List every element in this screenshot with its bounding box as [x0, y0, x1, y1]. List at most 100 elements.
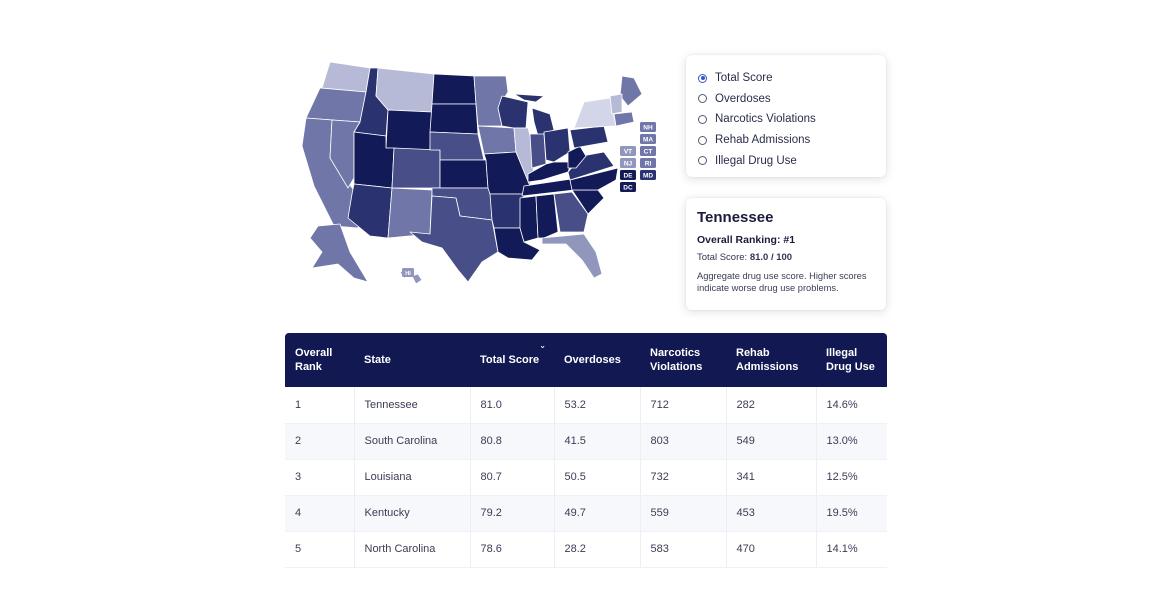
cell-rank: 4 — [285, 495, 355, 532]
state-tx[interactable] — [409, 195, 499, 283]
state-nm[interactable] — [387, 187, 433, 239]
option-label: Illegal Drug Use — [715, 154, 797, 167]
svg-text:DE: DE — [623, 173, 633, 180]
state-or[interactable] — [305, 87, 367, 123]
cell-overdoses: 50.5 — [554, 459, 641, 496]
state-ms[interactable] — [519, 195, 539, 243]
cell-rehab-admissions: 282 — [726, 387, 817, 424]
header-overdoses[interactable]: Overdoses — [564, 353, 621, 366]
state-ar[interactable] — [489, 193, 525, 229]
table-row[interactable]: 4 Kentucky 79.2 49.7 559 453 19.5% — [285, 495, 887, 532]
svg-text:MD: MD — [643, 173, 653, 180]
chevron-down-icon[interactable]: ⌄ — [539, 340, 546, 350]
state-ks[interactable] — [439, 159, 489, 189]
cell-rehab-admissions: 453 — [726, 495, 817, 532]
detail-state-name: Tennessee — [697, 209, 774, 226]
state-box-dc[interactable]: DC — [620, 182, 636, 192]
cell-rehab-admissions: 470 — [726, 531, 817, 568]
cell-overdoses: 49.7 — [554, 495, 641, 532]
state-al[interactable] — [535, 193, 559, 239]
cell-state: North Carolina — [354, 531, 471, 568]
cell-total-score: 80.7 — [470, 459, 555, 496]
svg-text:CT: CT — [644, 149, 653, 156]
state-box-vt[interactable]: VT — [620, 146, 636, 156]
detail-ranking: Overall Ranking: #1 — [697, 234, 796, 246]
state-pa[interactable] — [569, 125, 609, 149]
state-oh[interactable] — [543, 127, 571, 163]
svg-text:MA: MA — [643, 137, 653, 144]
header-narcotics-violations[interactable]: Narcotics Violations — [650, 346, 703, 373]
option-label: Total Score — [715, 72, 773, 85]
table-row[interactable]: 2 South Carolina 80.8 41.5 803 549 13.0% — [285, 423, 887, 460]
header-total-score[interactable]: ⌄ Total Score — [470, 333, 554, 387]
state-co[interactable] — [391, 147, 441, 189]
state-box-ct[interactable]: CT — [640, 146, 656, 156]
cell-narcotics-violations: 583 — [640, 531, 727, 568]
option-label: Narcotics Violations — [715, 113, 816, 126]
option-narcotics-violations[interactable]: Narcotics Violations — [698, 109, 874, 130]
state-box-md[interactable]: MD — [640, 170, 656, 180]
svg-text:VT: VT — [624, 149, 632, 156]
table-row[interactable]: 3 Louisiana 80.7 50.5 732 341 12.5% — [285, 459, 887, 496]
state-detail-card: Tennessee Overall Ranking: #1 Total Scor… — [686, 198, 886, 310]
state-nh-vt[interactable] — [609, 93, 623, 115]
cell-overdoses: 41.5 — [554, 423, 641, 460]
cell-illegal-drug-use: 14.6% — [816, 387, 887, 424]
detail-score: Total Score: 81.0 / 100 — [697, 252, 875, 263]
radio-icon[interactable] — [698, 156, 707, 166]
header-overall-rank[interactable]: Overall Rank — [295, 346, 333, 373]
option-overdoses[interactable]: Overdoses — [698, 89, 874, 110]
state-ma-ct[interactable] — [613, 111, 635, 127]
option-rehab-admissions[interactable]: Rehab Admissions — [698, 130, 874, 151]
header-illegal-drug-use[interactable]: Illegal Drug Use — [826, 346, 875, 373]
radio-icon[interactable] — [698, 135, 707, 145]
cell-rehab-admissions: 341 — [726, 459, 817, 496]
cell-illegal-drug-use: 14.1% — [816, 531, 887, 568]
cell-narcotics-violations: 803 — [640, 423, 727, 460]
radio-selected-icon[interactable] — [698, 73, 707, 83]
state-nc[interactable] — [569, 167, 619, 191]
state-wi[interactable] — [497, 95, 529, 129]
option-total-score[interactable]: Total Score — [698, 68, 874, 89]
table-header-row: Overall Rank State ⌄ Total Score Overdose… — [285, 333, 887, 387]
state-ia[interactable] — [477, 125, 517, 155]
cell-total-score: 78.6 — [470, 531, 555, 568]
state-fl[interactable] — [541, 233, 603, 279]
cell-rehab-admissions: 549 — [726, 423, 817, 460]
state-ga[interactable] — [553, 191, 589, 233]
detail-score-label: Total Score: — [697, 252, 750, 263]
state-ak[interactable] — [309, 223, 369, 283]
state-box-ma[interactable]: MA — [640, 134, 656, 144]
svg-text:NH: NH — [643, 125, 653, 132]
state-me[interactable] — [619, 75, 643, 107]
cell-narcotics-violations: 559 — [640, 495, 727, 532]
cell-rank: 5 — [285, 531, 355, 568]
cell-narcotics-violations: 712 — [640, 387, 727, 424]
header-rehab-admissions[interactable]: Rehab Admissions — [736, 346, 799, 373]
state-box-hi[interactable]: HI — [402, 268, 414, 277]
state-ny[interactable] — [573, 97, 617, 129]
cell-total-score: 81.0 — [470, 387, 555, 424]
state-wy[interactable] — [385, 109, 433, 151]
map-svg: NH MA VT CT NJ RI DE MD DC HI — [301, 61, 656, 285]
cell-rank: 3 — [285, 459, 355, 496]
header-state[interactable]: State — [364, 353, 391, 366]
state-sd[interactable] — [429, 103, 479, 135]
table-row[interactable]: 1 Tennessee 81.0 53.2 712 282 14.6% — [285, 387, 887, 424]
option-illegal-drug-use[interactable]: Illegal Drug Use — [698, 150, 874, 171]
radio-icon[interactable] — [698, 94, 707, 104]
state-az[interactable] — [347, 183, 393, 239]
table-row[interactable]: 5 North Carolina 78.6 28.2 583 470 14.1% — [285, 531, 887, 568]
detail-description: Aggregate drug use score. Higher scores … — [697, 271, 867, 294]
state-in[interactable] — [529, 133, 547, 169]
state-box-ri[interactable]: RI — [640, 158, 656, 168]
cell-state: Tennessee — [354, 387, 471, 424]
state-nd[interactable] — [431, 73, 477, 105]
state-box-nj[interactable]: NJ — [620, 158, 636, 168]
state-wa[interactable] — [321, 61, 371, 93]
us-choropleth-map: NH MA VT CT NJ RI DE MD DC HI — [292, 56, 672, 292]
state-box-nh[interactable]: NH — [640, 122, 656, 132]
state-mt[interactable] — [375, 67, 435, 113]
radio-icon[interactable] — [698, 114, 707, 124]
state-box-de[interactable]: DE — [620, 170, 636, 180]
